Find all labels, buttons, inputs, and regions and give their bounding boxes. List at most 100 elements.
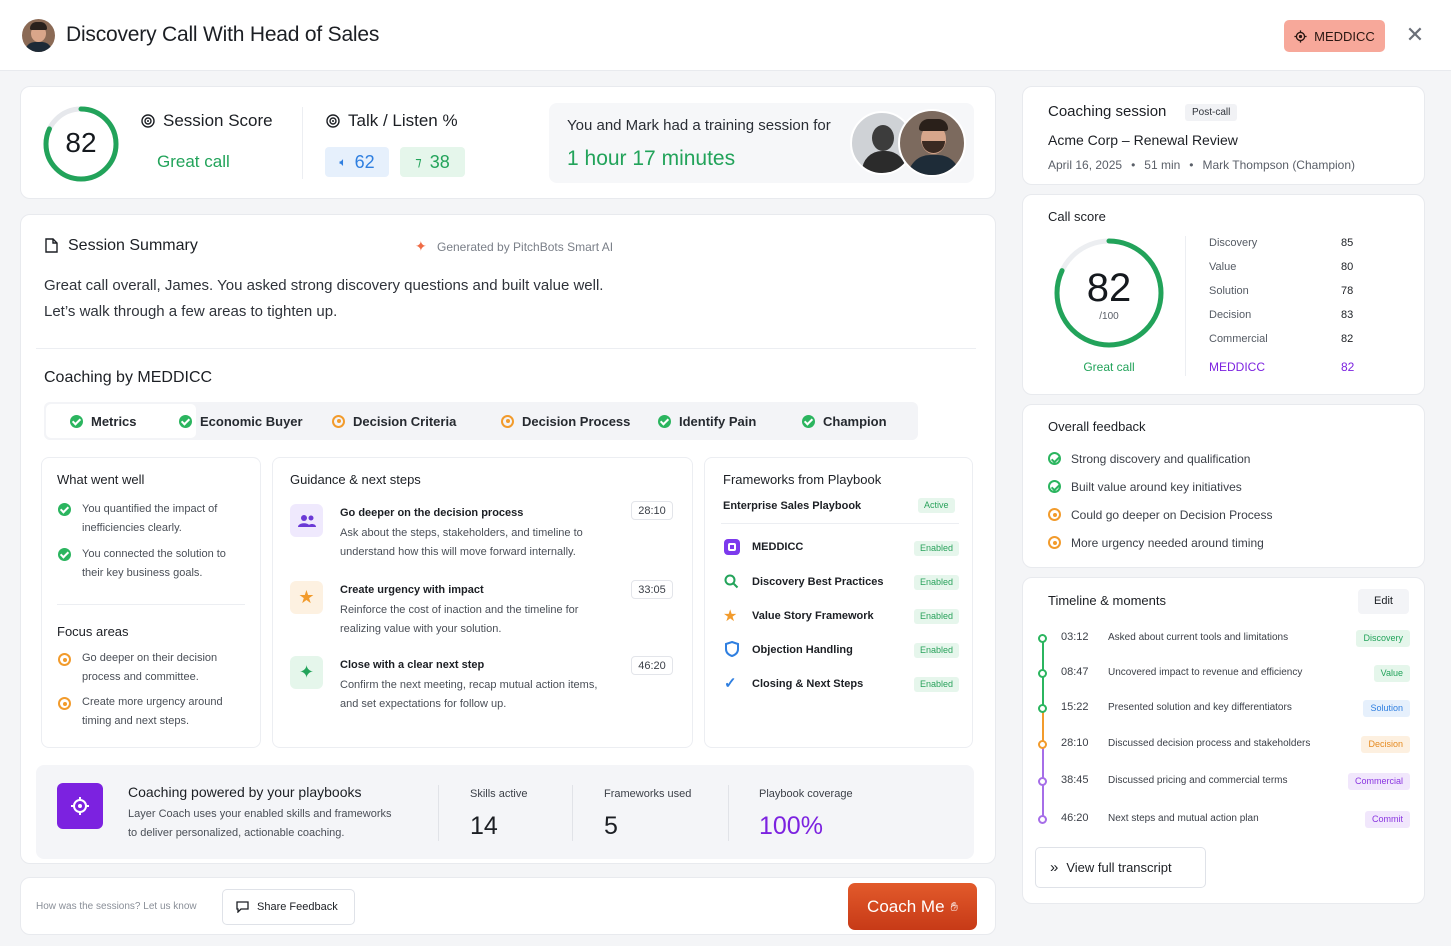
status-badge: Enabled [914, 575, 960, 590]
call-score-title: Call score [1048, 209, 1106, 224]
session-date: April 16, 2025 [1048, 158, 1123, 172]
talk-listen-label: Talk / Listen % [348, 111, 458, 130]
timeline-time[interactable]: 08:47 [1061, 666, 1089, 678]
feedback-item: Could go deeper on Decision Process [1071, 508, 1273, 522]
timeline-tag: Solution [1363, 700, 1410, 717]
summary-title: Session Summary [68, 237, 198, 254]
guidance-item-title: Go deeper on the decision process [340, 507, 524, 519]
timeline-tag: Discovery [1356, 630, 1410, 647]
tab-label: Decision Process [522, 413, 631, 429]
guidance-item-desc: Confirm the next meeting, recap mutual a… [340, 679, 598, 710]
timestamp-badge[interactable]: 46:20 [631, 656, 673, 675]
tab-label: Decision Criteria [353, 413, 457, 429]
session-score-ring [43, 106, 119, 182]
search-icon [724, 574, 739, 594]
meddicc-framework-icon [724, 539, 740, 555]
tab-metrics[interactable]: Metrics [70, 402, 137, 440]
status-badge: Enabled [914, 677, 960, 692]
edit-button[interactable]: Edit [1358, 589, 1409, 614]
status-badge: Post-call [1185, 104, 1238, 121]
session-score-value: 82 [65, 127, 97, 158]
status-badge: Enabled [914, 541, 960, 556]
feedback-title: Overall feedback [1048, 419, 1146, 434]
timeline-text: Asked about current tools and limitation… [1108, 632, 1289, 643]
timeline-dot [1038, 669, 1047, 678]
meddicc-total-label: MEDDICC [1209, 360, 1265, 374]
shield-icon [725, 640, 739, 662]
star-icon: ★ [290, 581, 323, 614]
tab-label: Economic Buyer [200, 413, 303, 429]
avatar [22, 19, 55, 52]
framework-name: MEDDICC [752, 541, 804, 553]
meddicc-button[interactable]: MEDDICC [1284, 20, 1385, 52]
chevrons-right-icon: » [1050, 859, 1059, 876]
header-bar: Discovery Call With Head of Sales MEDDIC… [0, 0, 1451, 71]
training-duration: 1 hour 17 minutes [567, 147, 736, 170]
sparkle-icon: ✦ [290, 656, 323, 689]
people-icon [290, 504, 323, 537]
frameworks-used-value: 5 [604, 812, 618, 840]
check-icon [70, 414, 83, 428]
timeline-text: Discussed pricing and commercial terms [1108, 775, 1288, 786]
check-icon [58, 503, 71, 516]
powered-desc: Layer Coach uses your enabled skills and… [128, 808, 392, 839]
gear-icon [1294, 29, 1307, 43]
coaching-session-card [1022, 86, 1425, 185]
score-row-label: Discovery [1209, 237, 1258, 249]
talk-pill: 🔈︎ 62 [325, 147, 389, 177]
timeline-time[interactable]: 46:20 [1061, 812, 1089, 824]
share-feedback-button[interactable]: Share Feedback [222, 889, 355, 925]
tab-decision-criteria[interactable]: Decision Criteria [332, 402, 456, 440]
warning-icon [1048, 536, 1061, 549]
score-row-value: 82 [1341, 333, 1354, 345]
frameworks-used-label: Frameworks used [604, 788, 692, 800]
status-badge: Active [918, 498, 955, 513]
call-score-out-of: /100 [1099, 311, 1119, 322]
session-score-verdict: Great call [157, 152, 230, 171]
session-duration: 51 min [1144, 158, 1181, 172]
timeline-time[interactable]: 03:12 [1061, 631, 1089, 643]
view-transcript-button[interactable]: » View full transcript [1035, 847, 1206, 888]
timestamp-badge[interactable]: 28:10 [631, 501, 673, 520]
check-icon [1048, 480, 1061, 493]
timeline-time[interactable]: 15:22 [1061, 701, 1089, 713]
coach-me-button[interactable]: Coach Me ✋︎ [848, 883, 977, 930]
call-score-verdict: Great call [1083, 360, 1135, 374]
warning-icon [58, 697, 71, 710]
tab-label: Champion [823, 413, 887, 429]
generated-by: Generated by PitchBots Smart AI [437, 240, 614, 254]
tab-economic-buyer[interactable]: Economic Buyer [179, 402, 303, 440]
timeline-text: Uncovered impact to revenue and efficien… [1108, 667, 1303, 678]
timeline-time[interactable]: 38:45 [1061, 774, 1089, 786]
guidance-card [272, 457, 693, 748]
guidance-item-title: Create urgency with impact [340, 584, 484, 596]
tab-identify-pain[interactable]: Identify Pain [658, 402, 756, 440]
timestamp-badge[interactable]: 33:05 [631, 580, 673, 599]
call-score-ring [1054, 238, 1164, 348]
warning-icon [332, 414, 345, 428]
timeline-time[interactable]: 28:10 [1061, 737, 1089, 749]
summary-line-2: Let’s walk through a few areas to tighte… [44, 303, 338, 320]
tab-champion[interactable]: Champion [802, 402, 887, 440]
timeline-title: Timeline & moments [1048, 593, 1166, 608]
list-item: Go deeper on their decision process and c… [82, 652, 218, 683]
coverage-value: 100% [759, 812, 823, 840]
message-icon [236, 901, 249, 913]
warning-icon [1048, 508, 1061, 521]
timeline-tag: Commit [1365, 811, 1410, 828]
timeline-line-green [1042, 640, 1044, 745]
score-row-value: 80 [1341, 261, 1354, 273]
coaching-title: Coaching by MEDDICC [44, 369, 213, 386]
session-score-heading: Session Score [141, 111, 273, 131]
training-text: You and Mark had a training session for [567, 117, 831, 134]
score-row-value: 78 [1341, 285, 1354, 297]
list-item: Create more urgency around timing and nex… [82, 696, 223, 727]
playbooks-banner [36, 765, 974, 859]
tab-decision-process[interactable]: Decision Process [501, 402, 630, 440]
framework-name: Value Story Framework [752, 610, 874, 622]
close-icon[interactable]: ✕ [1405, 22, 1425, 47]
feedback-item: Strong discovery and qualification [1071, 452, 1251, 466]
call-score-value: 82 [1086, 266, 1132, 310]
coach-me-label: Coach Me [867, 896, 945, 916]
session-title: Coaching session [1048, 103, 1167, 120]
